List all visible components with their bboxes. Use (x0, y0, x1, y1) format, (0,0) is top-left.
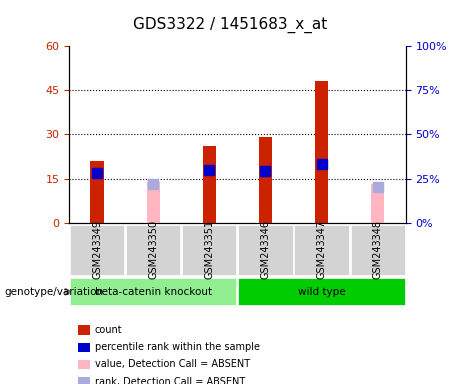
Bar (203, 146, 216, 223)
Text: rank, Detection Call = ABSENT: rank, Detection Call = ABSENT (95, 377, 245, 384)
Text: GSM243349: GSM243349 (92, 220, 102, 279)
Text: value, Detection Call = ABSENT: value, Detection Call = ABSENT (95, 359, 249, 369)
Text: GSM243347: GSM243347 (317, 220, 326, 279)
Text: percentile rank within the sample: percentile rank within the sample (95, 342, 260, 352)
Text: GSM243350: GSM243350 (148, 220, 158, 279)
Bar (90, 161, 104, 223)
Bar (371, 184, 384, 223)
Bar (315, 81, 328, 223)
Text: GDS3322 / 1451683_x_at: GDS3322 / 1451683_x_at (133, 17, 328, 33)
Text: count: count (95, 325, 122, 335)
Text: genotype/variation: genotype/variation (5, 287, 104, 297)
Text: wild type: wild type (298, 287, 345, 297)
Text: beta-catenin knockout: beta-catenin knockout (95, 287, 212, 297)
Bar (259, 137, 272, 223)
Text: GSM243346: GSM243346 (260, 220, 271, 279)
Text: GSM243351: GSM243351 (204, 220, 214, 279)
Bar (147, 182, 160, 223)
Text: GSM243348: GSM243348 (372, 220, 383, 279)
